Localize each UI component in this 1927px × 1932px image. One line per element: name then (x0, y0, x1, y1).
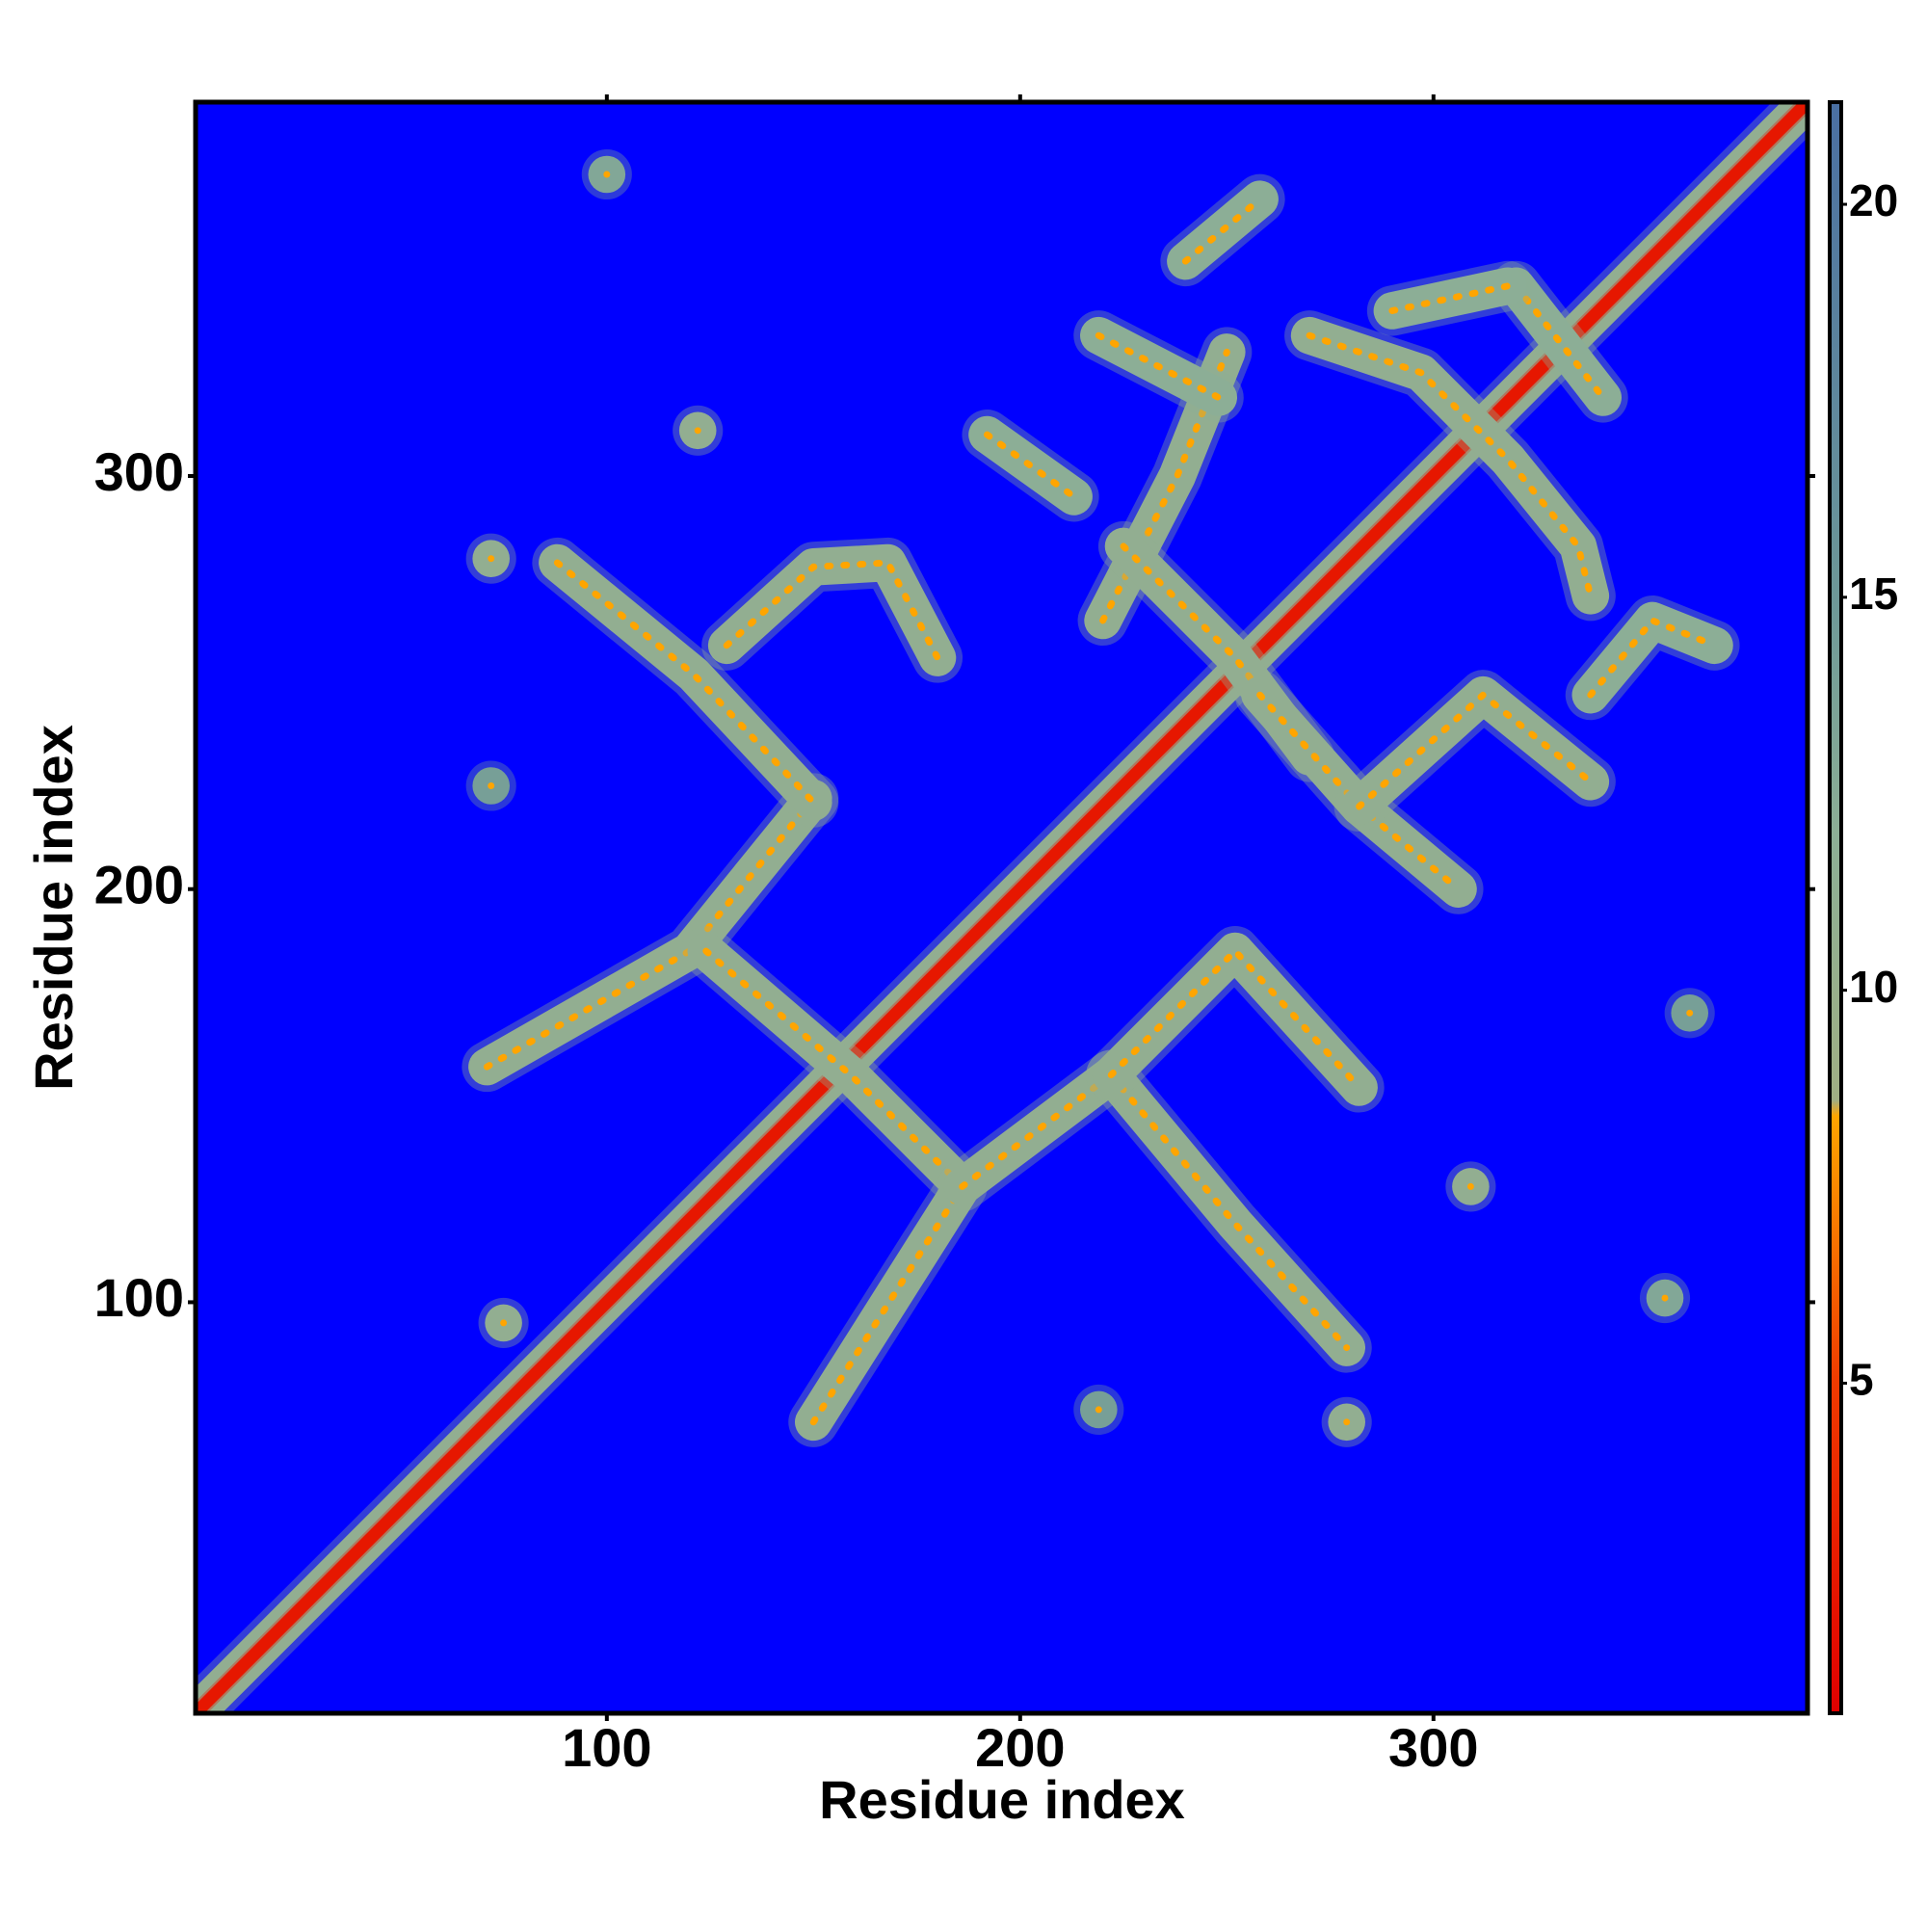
colorbar-tick-label: 15 (1849, 569, 1898, 619)
band-speckle (1120, 543, 1313, 760)
band-speckle (1587, 616, 1718, 699)
band (1290, 316, 1610, 615)
x-tick-label: 300 (1388, 1717, 1478, 1778)
band-speckle (1356, 690, 1595, 810)
y-tick-label: 100 (94, 1267, 184, 1328)
x-tick-label: 200 (975, 1717, 1065, 1778)
x-tick-label: 100 (562, 1717, 651, 1778)
band-speckle (959, 1072, 1115, 1190)
band-speckle (984, 431, 1078, 500)
band-speckle (1095, 331, 1223, 401)
colorbar (1828, 100, 1843, 1715)
bands (196, 102, 1808, 1713)
band-speckle (1513, 282, 1607, 401)
y-tick-label: 200 (94, 855, 184, 915)
band-speckle (723, 559, 941, 662)
y-axis-title: Residue index (23, 725, 84, 1091)
colorbar-tick-label: 5 (1849, 1355, 1874, 1405)
band-speckle (809, 1182, 966, 1426)
band-speckle (1388, 282, 1512, 314)
y-tick-label: 300 (94, 441, 184, 502)
band (196, 102, 1808, 1713)
band-speckle (1107, 1072, 1351, 1352)
band-speckle (1181, 196, 1264, 265)
band-speckle (1107, 945, 1363, 1091)
colorbar-tick-label: 10 (1849, 962, 1898, 1012)
colorbar-tick-label: 20 (1849, 175, 1898, 225)
band-speckle (702, 947, 954, 1178)
x-axis-title: Residue index (819, 1769, 1185, 1830)
plot-frame (193, 99, 1810, 1716)
band-speckle (553, 559, 817, 807)
